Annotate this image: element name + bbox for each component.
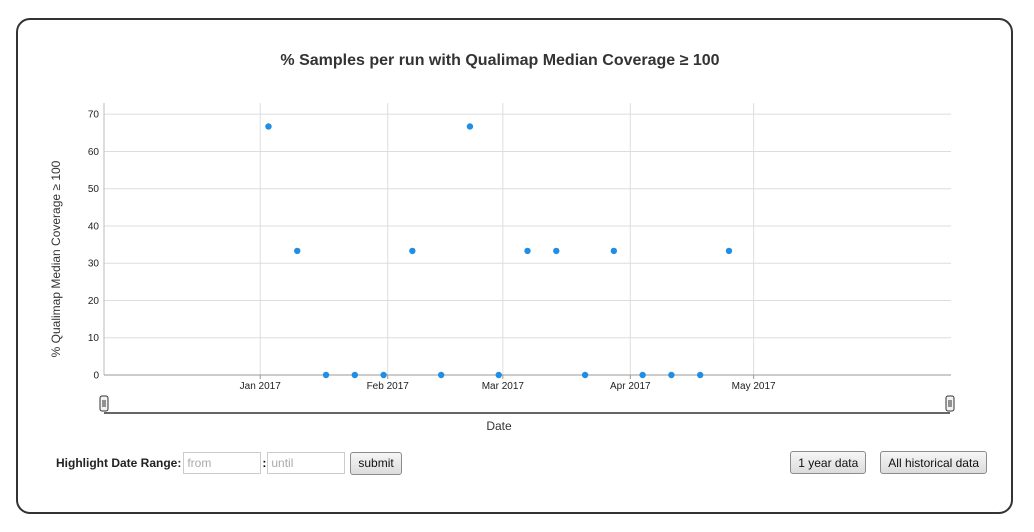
data-point [668,371,675,379]
data-point [380,371,387,379]
until-date-input[interactable] [267,452,346,474]
y-tick-label: 30 [88,259,100,270]
data-points [265,123,733,379]
data-point [495,371,502,379]
data-point [437,371,445,379]
y-tick-label: 60 [88,147,100,158]
range-navigator[interactable] [99,395,955,414]
data-point [553,247,560,255]
data-point [610,247,618,255]
data-point [639,371,646,379]
y-tick-label: 50 [88,184,100,195]
y-tick-label: 10 [88,333,100,344]
date-separator: : [262,456,267,470]
data-point [294,247,301,255]
data-point [524,247,531,255]
grid [104,103,951,376]
data-point [466,123,474,130]
y-axis-label: % Qualimap Median Coverage ≥ 100 [49,160,63,357]
highlight-controls: Highlight Date Range: : submit [56,451,402,475]
data-point [581,371,589,379]
axes: 0 10 20 30 40 50 60 70 Jan 2017 Feb 2017 Mar 2017 A… [88,103,951,392]
navigator-left-handle[interactable] [99,395,109,412]
one-year-data-button[interactable]: 1 year data [790,451,867,474]
range-buttons: 1 year data All historical data [776,451,987,474]
x-tick-label: Apr 2017 [610,381,651,392]
y-tick-label: 0 [93,371,99,382]
x-tick-label: Mar 2017 [482,381,525,392]
x-tick-label: Feb 2017 [367,381,410,392]
y-tick-label: 70 [88,110,100,121]
data-point [351,371,359,379]
x-tick-label: Jan 2017 [240,381,282,392]
chart-title: % Samples per run with Qualimap Median C… [280,52,719,69]
chart-card [16,18,1013,514]
navigator-right-handle[interactable] [945,395,955,412]
highlight-date-range-label: Highlight Date Range: [56,456,182,470]
y-tick-label: 40 [88,221,100,232]
data-point [265,123,272,130]
data-point [696,371,704,379]
all-historical-data-button[interactable]: All historical data [880,451,987,474]
x-tick-label: May 2017 [732,381,776,392]
data-point [322,371,330,379]
from-date-input[interactable] [183,452,262,474]
x-axis-label: Date [486,419,512,433]
y-tick-label: 20 [88,296,100,307]
data-point [409,247,416,255]
submit-button[interactable]: submit [350,451,402,475]
data-point [725,247,733,255]
